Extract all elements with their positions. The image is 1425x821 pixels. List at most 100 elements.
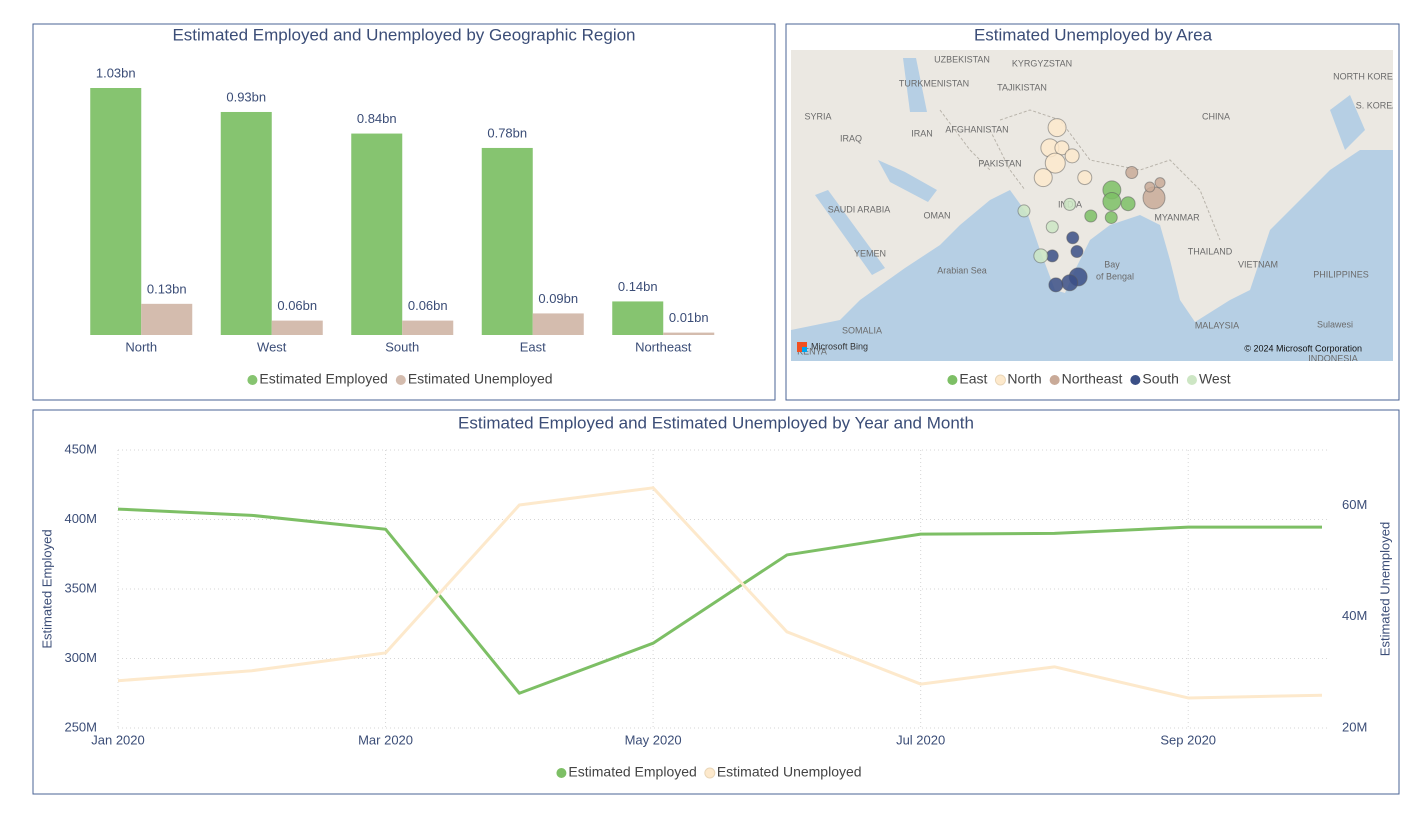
line <box>117 486 1323 700</box>
data-label: 0.06bn <box>277 298 317 313</box>
bing-logo <box>802 347 807 352</box>
bar <box>271 320 323 335</box>
ocean <box>791 150 1393 361</box>
bubble <box>1144 181 1156 193</box>
map-label: KYRGYZSTAN <box>1012 58 1072 68</box>
map-label: Arabian Sea <box>937 265 987 275</box>
basemap <box>791 50 1393 361</box>
bar <box>141 303 193 335</box>
x-tick-label: Mar 2020 <box>358 732 413 747</box>
y2-tick-label: 20M <box>1342 719 1367 734</box>
legend: Estimated Employed Estimated Unemployed <box>247 371 553 387</box>
legend-marker <box>1049 375 1060 385</box>
chart-title: Estimated Employed and Estimated Unemplo… <box>458 413 974 432</box>
data-label: 0.06bn <box>408 298 448 313</box>
bubble <box>1017 204 1031 218</box>
legend-label: South <box>1142 371 1179 387</box>
data-label: 0.93bn <box>226 89 266 104</box>
map-label: THAILAND <box>1188 246 1233 256</box>
bubble <box>1063 197 1077 211</box>
x-tick-label: West <box>257 339 287 354</box>
legend-marker <box>947 375 958 385</box>
data-label: 0.14bn <box>618 279 658 294</box>
bar <box>402 320 454 335</box>
map-label: VIETNAM <box>1238 259 1278 269</box>
map-label: INDONESIA <box>1308 353 1358 363</box>
x-tick-label: Northeast <box>635 339 692 354</box>
bubble <box>1044 152 1066 174</box>
legend-marker <box>704 767 716 779</box>
x-tick-label: Sep 2020 <box>1160 732 1216 747</box>
border <box>939 109 1221 241</box>
map-label: MYANMAR <box>1154 212 1200 222</box>
map-label: KENYA <box>797 346 827 356</box>
data-label: 0.84bn <box>357 111 397 126</box>
x-tick-label: Jul 2020 <box>896 732 945 747</box>
bubble <box>1064 148 1080 164</box>
yellow-sea <box>1330 95 1365 150</box>
y-tick-label: 350M <box>64 580 97 595</box>
y-tick-label: 450M <box>64 441 97 456</box>
legend-marker <box>395 375 406 385</box>
map-labels: UZBEKISTAN KYRGYZSTAN TURKMENISTAN TAJIKIST… <box>797 54 1399 363</box>
legend-marker <box>556 768 567 778</box>
x-tick-label: North <box>125 339 157 354</box>
bubble <box>1045 220 1059 234</box>
x-tick-label: South <box>385 339 419 354</box>
data-label: 0.01bn <box>669 310 709 325</box>
bubble <box>1084 209 1098 223</box>
bubble <box>1125 166 1139 180</box>
bar <box>220 111 272 335</box>
map-layer: UZBEKISTAN KYRGYZSTAN TURKMENISTAN TAJIKIST… <box>797 54 1399 363</box>
map-label: SYRIA <box>804 111 831 121</box>
bar <box>481 147 533 335</box>
legend-marker <box>1130 375 1141 385</box>
data-label: 1.03bn <box>96 65 136 80</box>
y-tick-label: 400M <box>64 511 97 526</box>
bubble <box>1054 140 1070 156</box>
map-label: of Bengal <box>1096 271 1134 281</box>
bubble <box>1102 192 1122 212</box>
y2-axis-label: Estimated Unemployed <box>1377 522 1392 656</box>
legend-label: Estimated Employed <box>259 371 387 387</box>
bar <box>90 88 142 335</box>
bubble <box>1154 177 1166 189</box>
legend-label: Estimated Unemployed <box>408 371 553 387</box>
bubble <box>1047 118 1067 138</box>
map-label: UZBEKISTAN <box>934 54 990 64</box>
caspian-sea <box>903 58 927 112</box>
legend-label: East <box>959 371 987 387</box>
persian-gulf <box>878 160 937 202</box>
data-label: 0.09bn <box>538 291 578 306</box>
map-label: NORTH KOREA <box>1333 71 1399 81</box>
line <box>117 507 1322 695</box>
map-label: OMAN <box>924 210 951 220</box>
bar <box>532 313 584 335</box>
map-label: PHILIPPINES <box>1313 269 1369 279</box>
map-label: AFGHANISTAN <box>945 124 1008 134</box>
y-tick-label: 300M <box>64 650 97 665</box>
legend-label: Estimated Employed <box>568 764 696 780</box>
y2-tick-label: 40M <box>1342 608 1367 623</box>
map-label: CHINA <box>1202 111 1230 121</box>
bubble <box>1120 196 1136 212</box>
map-label: YEMEN <box>854 248 886 258</box>
bubble <box>1077 170 1093 186</box>
map-label: MALAYSIA <box>1195 320 1239 330</box>
map-attribution: © 2024 Microsoft Corporation <box>1244 343 1362 353</box>
bubble <box>1066 231 1080 245</box>
map-source: Microsoft Bing <box>811 341 868 351</box>
bubble <box>1048 277 1064 293</box>
legend: East North Northeast South West <box>947 371 1231 387</box>
legend-marker <box>994 374 1006 386</box>
map-label: PAKISTAN <box>978 158 1021 168</box>
bar <box>612 301 664 335</box>
legend-label: Estimated Unemployed <box>717 764 862 780</box>
x-tick-label: East <box>520 339 546 354</box>
legend-label: Northeast <box>1062 371 1123 387</box>
map-label: TAJIKISTAN <box>997 82 1047 92</box>
map-label: TURKMENISTAN <box>899 78 969 88</box>
map-label: IRAN <box>911 128 933 138</box>
bar <box>351 133 403 335</box>
